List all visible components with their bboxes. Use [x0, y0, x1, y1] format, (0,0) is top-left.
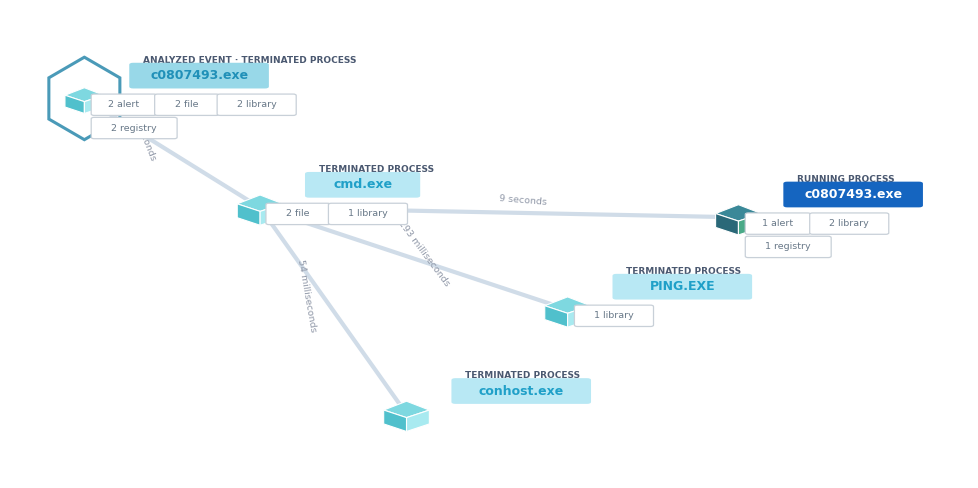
Polygon shape: [383, 401, 429, 418]
Polygon shape: [715, 204, 761, 221]
Text: ANALYZED EVENT · TERMINATED PROCESS: ANALYZED EVENT · TERMINATED PROCESS: [143, 56, 356, 65]
Text: 2 library: 2 library: [237, 100, 276, 109]
Text: c0807493.exe: c0807493.exe: [150, 69, 247, 82]
Text: RUNNING PROCESS: RUNNING PROCESS: [796, 175, 894, 184]
Text: 293 milliseconds: 293 milliseconds: [396, 219, 451, 288]
Text: TERMINATED PROCESS: TERMINATED PROCESS: [318, 165, 433, 174]
Text: 1 library: 1 library: [348, 209, 387, 219]
FancyBboxPatch shape: [217, 94, 296, 116]
Text: 2 alert: 2 alert: [109, 100, 139, 109]
FancyBboxPatch shape: [744, 236, 830, 258]
FancyBboxPatch shape: [155, 94, 219, 116]
FancyBboxPatch shape: [328, 203, 407, 224]
Text: 1 alert: 1 alert: [762, 219, 793, 228]
Polygon shape: [65, 95, 84, 113]
Polygon shape: [84, 95, 104, 113]
Text: 1 library: 1 library: [594, 311, 633, 320]
Text: conhost.exe: conhost.exe: [478, 385, 563, 398]
Polygon shape: [406, 410, 429, 431]
FancyBboxPatch shape: [612, 274, 751, 300]
FancyBboxPatch shape: [809, 213, 888, 234]
Text: TERMINATED PROCESS: TERMINATED PROCESS: [626, 267, 740, 276]
FancyBboxPatch shape: [266, 203, 330, 224]
Polygon shape: [383, 410, 406, 431]
FancyBboxPatch shape: [574, 305, 653, 326]
Text: cmd.exe: cmd.exe: [333, 178, 392, 191]
Text: 2 library: 2 library: [828, 219, 868, 228]
Polygon shape: [715, 214, 737, 235]
Text: 2 file: 2 file: [287, 209, 310, 219]
Text: 9 seconds: 9 seconds: [499, 194, 547, 207]
FancyBboxPatch shape: [91, 117, 177, 139]
Polygon shape: [544, 297, 590, 313]
FancyBboxPatch shape: [91, 94, 156, 116]
Polygon shape: [237, 195, 283, 211]
FancyBboxPatch shape: [129, 63, 269, 88]
Polygon shape: [260, 204, 283, 225]
Text: TERMINATED PROCESS: TERMINATED PROCESS: [465, 371, 580, 380]
Text: c0807493.exe: c0807493.exe: [803, 188, 902, 201]
Polygon shape: [567, 305, 590, 327]
Text: 2 file: 2 file: [175, 100, 199, 109]
Polygon shape: [737, 214, 761, 235]
Text: 1 registry: 1 registry: [765, 243, 810, 251]
FancyBboxPatch shape: [305, 172, 420, 198]
Polygon shape: [65, 88, 104, 102]
Polygon shape: [237, 204, 260, 225]
FancyBboxPatch shape: [451, 378, 591, 404]
Polygon shape: [544, 305, 567, 327]
FancyBboxPatch shape: [782, 182, 922, 207]
Text: 2 registry: 2 registry: [111, 123, 156, 133]
Text: PING.EXE: PING.EXE: [648, 280, 714, 293]
FancyBboxPatch shape: [744, 213, 810, 234]
Text: seconds: seconds: [134, 123, 157, 163]
Text: 54 milliseconds: 54 milliseconds: [295, 259, 317, 333]
